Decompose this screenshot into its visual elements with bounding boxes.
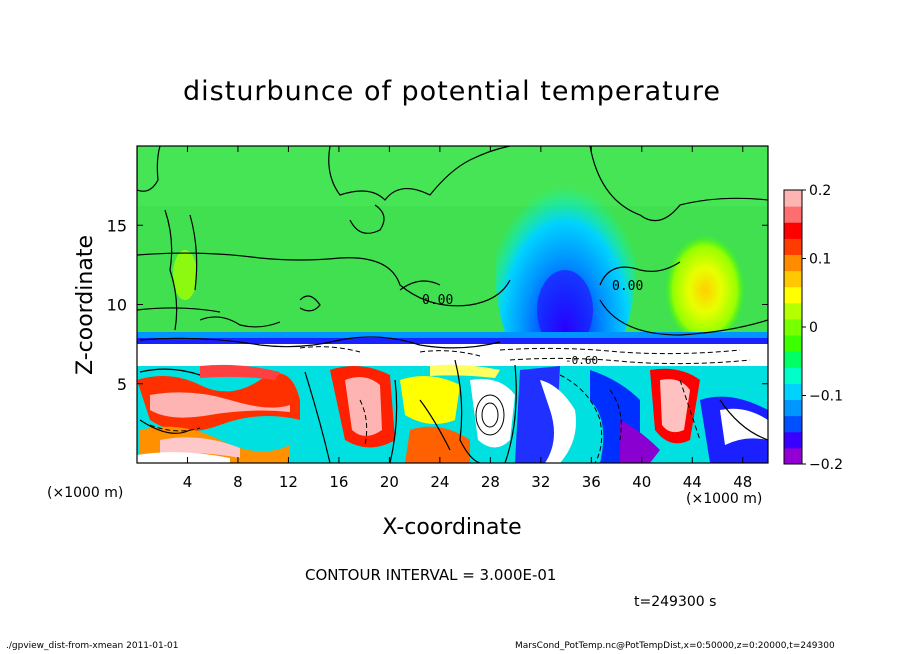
warm-patch — [665, 235, 745, 345]
time-label: t=249300 s — [634, 594, 717, 610]
colorbar-swatch — [784, 318, 802, 336]
y-axis-label: Z-coordinate — [73, 235, 98, 375]
y-tick-label: 5 — [117, 375, 127, 394]
colorbar-tick-label: 0.1 — [809, 252, 831, 268]
colorbar-tick-label: −0.2 — [809, 457, 843, 473]
colorbar-swatch — [784, 254, 802, 272]
x-axis-label: X-coordinate — [382, 515, 521, 540]
colorbar-swatch — [784, 351, 802, 368]
x-tick-label: 28 — [481, 473, 500, 491]
colorbar-swatch — [784, 190, 802, 207]
plot-area: 0.00 0.00 -0.60 — [137, 146, 768, 463]
x-tick-label: 24 — [430, 473, 449, 491]
contour-label-1: 0.00 — [422, 293, 453, 308]
colorbar-swatch — [784, 222, 802, 239]
negative-contours — [149, 346, 751, 463]
colorbar-ticks: 0.2 0.1 0 −0.1 −0.2 — [802, 183, 843, 473]
colorbar-swatch — [784, 383, 802, 401]
colorbar — [783, 189, 803, 465]
y-tick-label: 15 — [107, 216, 127, 235]
colorbar-swatch — [784, 431, 802, 449]
contour-interval: CONTOUR INTERVAL = 3.000E-01 — [305, 566, 557, 584]
y-tick-label: 10 — [107, 296, 127, 315]
x-tick-label: 32 — [531, 473, 550, 491]
colorbar-tick-label: 0 — [809, 320, 818, 336]
colorbar-swatch — [784, 238, 802, 255]
boundary-layer — [137, 364, 768, 463]
colorbar-swatch — [784, 447, 802, 465]
contour-label-3: -0.60 — [565, 354, 598, 367]
colorbar-swatch — [784, 286, 802, 304]
colorbar-swatch — [784, 335, 802, 352]
x-axis: 4 8 12 16 20 24 28 32 36 40 44 48 — [183, 146, 752, 491]
x-tick-label: 20 — [380, 473, 399, 491]
x-tick-label: 16 — [329, 473, 348, 491]
x-tick-label: 8 — [233, 473, 243, 491]
colorbar-swatch — [784, 302, 802, 320]
chart-title: disturbunce of potential temperature — [183, 76, 721, 107]
y-axis: 5 10 15 — [107, 216, 768, 394]
colorbar-swatch — [784, 399, 802, 417]
contour-label-2: 0.00 — [612, 279, 643, 294]
footer-right: MarsCond_PotTemp.nc@PotTempDist,x=0:5000… — [515, 641, 835, 651]
colorbar-swatch — [784, 367, 802, 384]
colorbar-swatch — [784, 270, 802, 288]
colorbar-tick-label: −0.1 — [809, 389, 843, 405]
x-unit-right: (×1000 m) — [686, 491, 762, 507]
x-unit-left: (×1000 m) — [47, 485, 123, 501]
x-tick-label: 4 — [183, 473, 193, 491]
x-tick-label: 40 — [632, 473, 651, 491]
x-tick-label: 12 — [279, 473, 298, 491]
footer-left: ./gpview_dist-from-xmean 2011-01-01 — [6, 641, 179, 651]
x-tick-label: 36 — [582, 473, 601, 491]
colorbar-tick-label: 0.2 — [809, 183, 831, 199]
colorbar-swatch — [784, 415, 802, 433]
contour-lines — [137, 146, 768, 463]
x-tick-label: 44 — [683, 473, 702, 491]
x-tick-label: 48 — [733, 473, 752, 491]
colorbar-swatch — [784, 206, 802, 223]
